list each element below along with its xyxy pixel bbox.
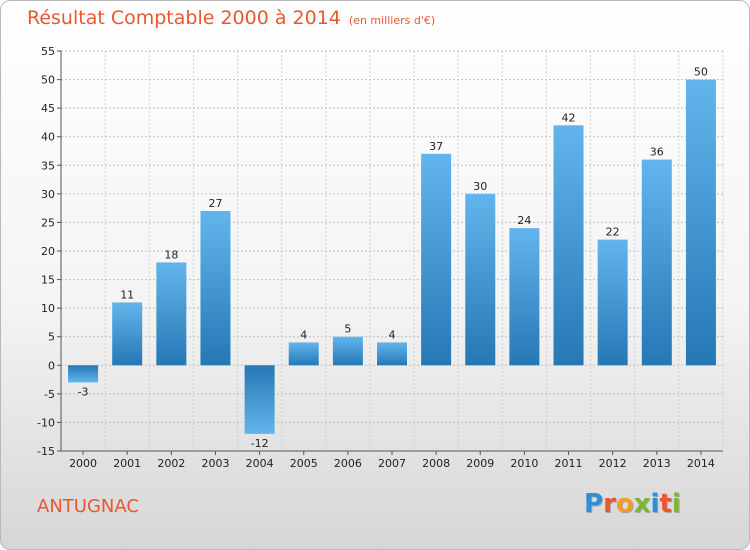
y-tick-label: 25: [41, 216, 55, 229]
data-label: -3: [78, 385, 89, 398]
x-tick-label: 2013: [643, 457, 671, 470]
bar: [421, 153, 452, 366]
chart-title: Résultat Comptable 2000 à 2014 (en millie…: [27, 7, 435, 29]
data-label: 22: [606, 226, 620, 239]
y-tick-label: 55: [41, 45, 55, 58]
y-tick-label: 30: [41, 188, 55, 201]
x-tick-label: 2006: [334, 457, 362, 470]
y-tick-label: 45: [41, 102, 55, 115]
x-tick-label: 2002: [157, 457, 185, 470]
bar: [288, 342, 319, 366]
logo-letter: o: [615, 489, 634, 519]
logo-letter: x: [633, 489, 651, 519]
x-tick-label: 2000: [69, 457, 97, 470]
x-tick-label: 2008: [422, 457, 450, 470]
x-tick-label: 2010: [510, 457, 538, 470]
y-tick-label: 50: [41, 74, 55, 87]
data-label: 42: [562, 111, 576, 124]
data-label: 24: [517, 214, 531, 227]
grid-layer: [60, 50, 724, 452]
bar-layer: [68, 79, 716, 434]
chart-title-unit: (en milliers d'€): [348, 14, 436, 27]
bar: [244, 365, 275, 434]
bar: [509, 228, 540, 366]
bar: [377, 342, 407, 366]
x-tick-label: 2014: [687, 457, 715, 470]
x-tick-label: 2012: [599, 457, 627, 470]
bar: [68, 365, 99, 383]
proxiti-logo[interactable]: Proxiti: [584, 489, 681, 519]
x-tick-label: 2003: [201, 457, 229, 470]
y-tick-label: 15: [41, 274, 55, 287]
town-name: ANTUGNAC: [37, 496, 139, 517]
bar: [200, 211, 231, 366]
y-tick-label: -10: [37, 416, 55, 429]
logo-letter: t: [659, 489, 672, 519]
x-tick-label: 2005: [290, 457, 318, 470]
logo-letter: i: [650, 489, 660, 519]
bar: [641, 159, 672, 366]
bar: [597, 239, 628, 366]
chart-title-main: Résultat Comptable 2000 à 2014: [27, 7, 341, 29]
bar: [156, 262, 187, 366]
y-tick-label: 0: [48, 359, 55, 372]
y-tick-label: -15: [37, 445, 55, 458]
bar: [465, 193, 496, 366]
y-tick-label: 20: [41, 245, 55, 258]
y-tick-label: 40: [41, 131, 55, 144]
logo-letter: i: [671, 489, 681, 519]
data-label: 37: [429, 140, 443, 153]
data-label: 18: [164, 248, 178, 261]
x-tick-label: 2001: [113, 457, 141, 470]
y-tick-label: 10: [41, 302, 55, 315]
x-tick-label: 2004: [246, 457, 274, 470]
data-label: 4: [389, 328, 396, 341]
logo-letter: P: [584, 489, 604, 519]
x-tick-label: 2009: [466, 457, 494, 470]
data-label: 50: [694, 66, 708, 79]
bar: [685, 79, 716, 366]
data-label: 4: [300, 328, 307, 341]
x-tick-label: 2011: [555, 457, 583, 470]
data-label: 30: [473, 180, 487, 193]
data-label: 5: [344, 323, 351, 336]
bar: [332, 336, 363, 366]
label-layer: -3 11 18 27 -12 4 5 4 37 30 24 42 22 36 50: [78, 66, 708, 450]
logo-letter: r: [603, 489, 616, 519]
bar: [112, 302, 143, 366]
data-label: 11: [120, 288, 134, 301]
y-tick-label: 5: [48, 331, 55, 344]
y-tick-label: -5: [44, 388, 55, 401]
data-label: 36: [650, 146, 664, 159]
y-tick-label: 35: [41, 159, 55, 172]
bar: [553, 125, 584, 366]
data-label: 27: [208, 197, 222, 210]
data-label: -12: [251, 437, 269, 450]
x-tick-label: 2007: [378, 457, 406, 470]
